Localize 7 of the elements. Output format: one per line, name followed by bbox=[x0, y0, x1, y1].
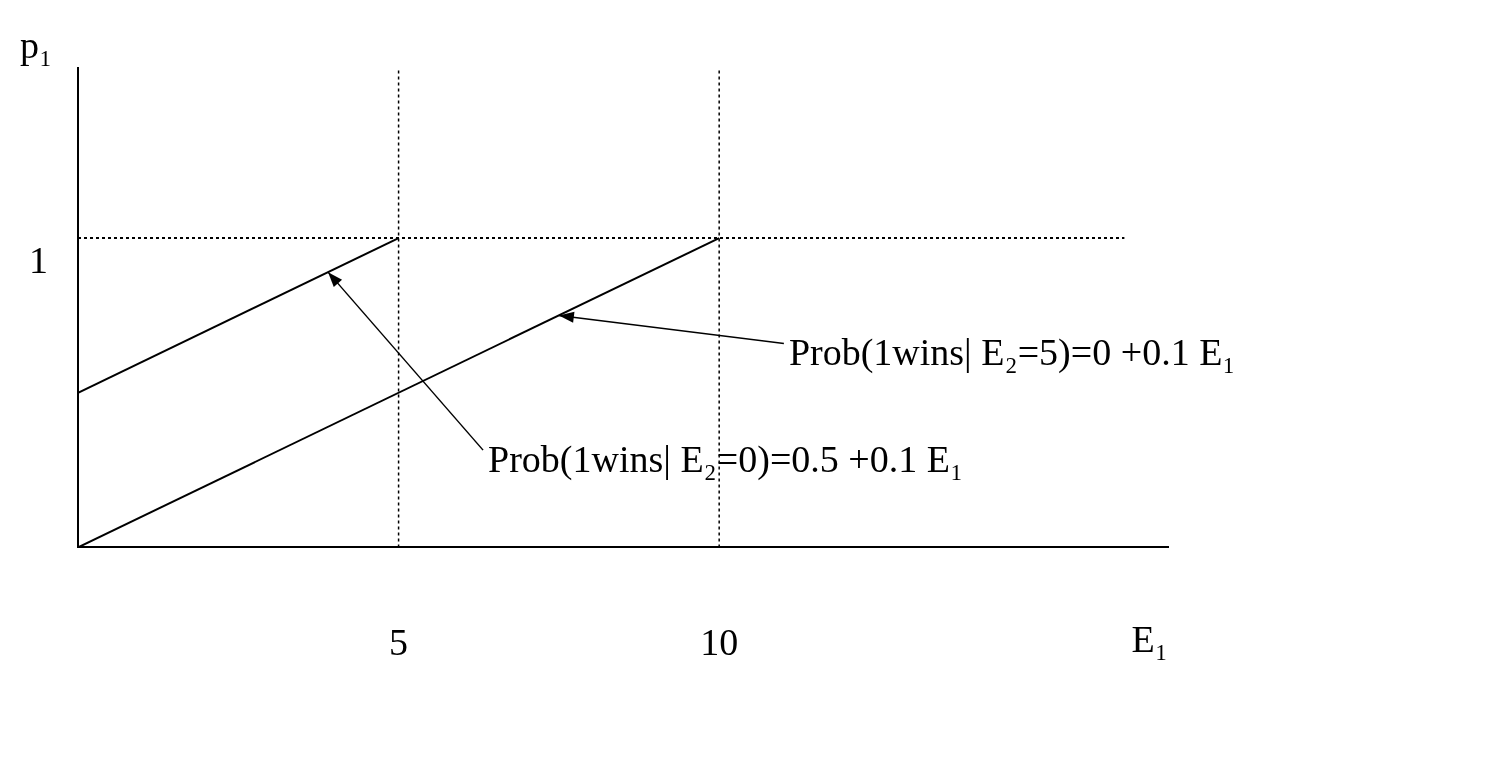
ref-line-label: 1 bbox=[29, 239, 48, 282]
x-tick-label: 10 bbox=[700, 621, 739, 664]
annotation: Prob(1wins| E₂=0)=0.5 +0.1 E₁ bbox=[488, 438, 964, 482]
x-tick-label: 5 bbox=[389, 621, 409, 664]
x-axis-title: E₁ bbox=[1131, 618, 1168, 661]
y-axis-title: p₁ bbox=[20, 24, 53, 66]
annotation: Prob(1wins| E₂=5)=0 +0.1 E₁ bbox=[788, 331, 1236, 375]
